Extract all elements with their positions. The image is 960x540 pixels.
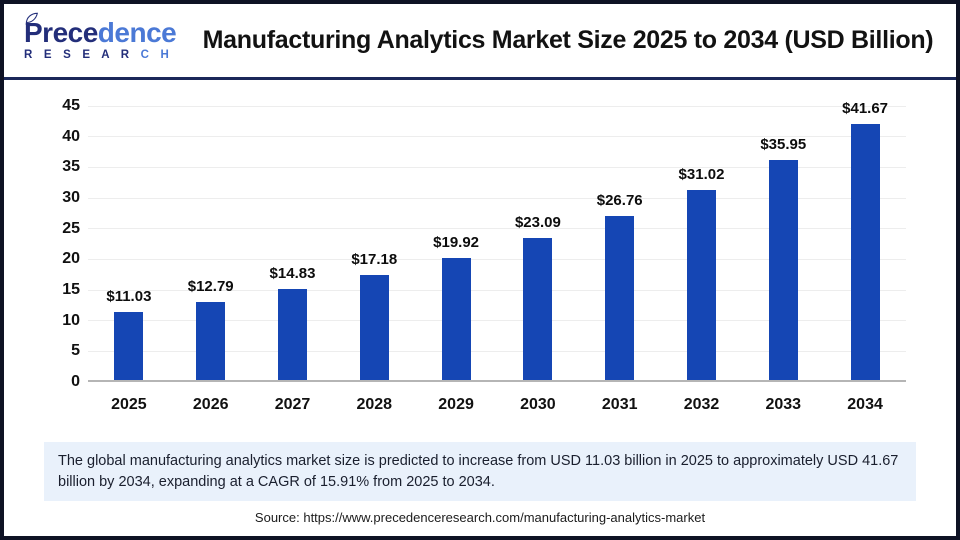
bar-value-label: $23.09 — [514, 214, 561, 232]
bar-value-label: $12.79 — [187, 277, 234, 295]
y-axis-tick-label: 15 — [62, 281, 80, 298]
header: Precedence R E S E A R C H Manufacturing… — [4, 4, 956, 80]
bar — [114, 312, 144, 380]
gridline — [88, 228, 906, 230]
y-axis-tick-label: 10 — [62, 311, 80, 329]
bar — [196, 301, 226, 380]
x-axis-tick-label: 2034 — [847, 396, 883, 413]
gridline — [88, 258, 906, 260]
gridline — [88, 105, 906, 107]
y-axis-tick-label: 0 — [71, 373, 80, 390]
bar — [278, 289, 307, 380]
x-axis-tick-label: 2033 — [765, 396, 802, 413]
y-axis-tick-label: 40 — [62, 127, 80, 145]
bar-value-label: $31.02 — [678, 165, 725, 183]
gridline — [88, 289, 906, 291]
y-axis-tick-label: 25 — [62, 219, 80, 237]
gridline — [88, 166, 906, 168]
x-axis-tick-label: 2030 — [520, 396, 556, 413]
bar-value-label: $41.67 — [842, 100, 889, 118]
x-axis-tick-label: 2026 — [192, 396, 229, 413]
logo-name-part2: dence — [97, 17, 177, 49]
gridline — [88, 136, 906, 138]
bar — [850, 124, 880, 380]
bar-value-label: $19.92 — [433, 233, 480, 251]
precedence-research-logo: Precedence R E S E A R C H — [4, 13, 194, 62]
x-axis-tick-label: 2029 — [438, 396, 474, 413]
source-line: Source: https://www.precedenceresearch.c… — [254, 510, 706, 526]
summary-note: The global manufacturing analytics marke… — [44, 442, 916, 502]
x-axis-tick-label: 2032 — [683, 396, 720, 413]
y-axis-tick-label: 35 — [62, 158, 80, 176]
bar-value-label: $26.76 — [596, 191, 643, 209]
leaf-icon — [25, 13, 38, 26]
x-axis-tick-label: 2028 — [356, 396, 393, 413]
page-title: Manufacturing Analytics Market Size 2025… — [202, 26, 934, 54]
bar — [523, 238, 553, 380]
logo-research-line: R E S E A R C H — [24, 49, 174, 62]
bar — [768, 159, 798, 380]
x-axis-tick-label: 2027 — [274, 396, 311, 413]
y-axis-tick-label: 20 — [62, 250, 80, 268]
x-axis-tick-label: 2031 — [601, 396, 638, 413]
bar — [441, 257, 471, 380]
bar-value-label: $14.83 — [269, 265, 316, 283]
y-axis-tick-label: 5 — [71, 342, 80, 360]
chart: $11.03 $12.79 $14.83 $17.18 $19.92 $23.09 $26.… — [4, 80, 956, 432]
x-axis-tick-label: 2025 — [111, 396, 147, 413]
bar-value-label: $11.03 — [106, 288, 152, 306]
bar-value-label: $17.18 — [351, 250, 398, 268]
gridline — [88, 320, 906, 322]
bar-value-label: $35.95 — [760, 135, 807, 153]
gridline — [88, 350, 906, 352]
y-axis-tick-label: 30 — [62, 189, 80, 206]
bar — [605, 215, 635, 380]
bar — [359, 274, 389, 380]
plot-area: $11.03 $12.79 $14.83 $17.18 $19.92 $23.09 $26.… — [88, 100, 906, 382]
logo-name-part1: Prece — [24, 17, 98, 49]
bar — [687, 189, 716, 380]
logo-wordmark: Precedence — [24, 13, 177, 49]
y-axis-tick-label: 45 — [62, 97, 80, 114]
gridline — [88, 197, 906, 199]
